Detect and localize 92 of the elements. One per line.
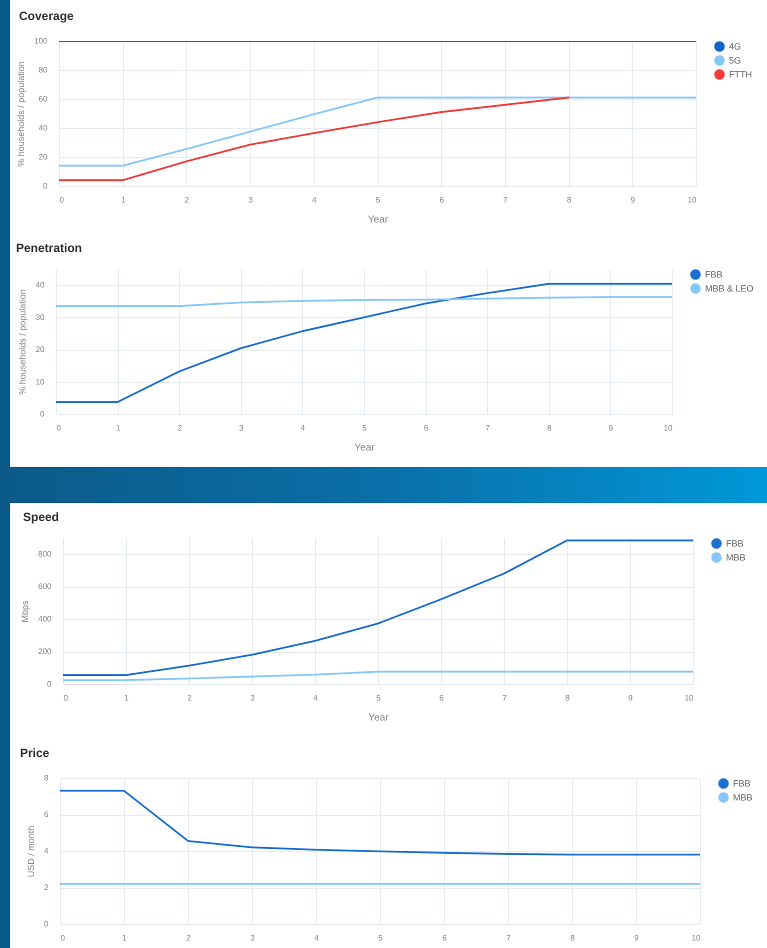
y-tick-label: 400 xyxy=(38,614,52,624)
y-tick-label: 0 xyxy=(40,410,46,418)
legend-label: MBB & LEO xyxy=(705,284,754,294)
y-tick-label: 800 xyxy=(38,550,52,559)
x-axis-title: Year xyxy=(368,712,390,724)
x-tick-label: 10 xyxy=(692,934,702,942)
chart-title: Price xyxy=(20,746,50,760)
legend-label: MBB xyxy=(733,792,753,802)
line-series xyxy=(59,96,696,167)
legend-label: 4G xyxy=(729,42,742,52)
x-tick-label: 7 xyxy=(503,196,508,204)
chart-title: Coverage xyxy=(19,9,74,23)
line-series xyxy=(59,96,570,182)
y-tick-label: 6 xyxy=(44,810,50,819)
y-tick-label: 40 xyxy=(36,280,46,290)
x-tick-label: 2 xyxy=(177,424,182,432)
legend-label: MBB xyxy=(726,552,746,562)
legend-label: FBB xyxy=(726,538,744,548)
y-tick-label: 600 xyxy=(38,582,52,592)
x-tick-label: 10 xyxy=(688,196,698,204)
x-tick-label: 9 xyxy=(628,694,634,702)
x-tick-label: 9 xyxy=(630,196,636,204)
y-tick-label: 4 xyxy=(44,846,50,856)
line-series xyxy=(56,282,672,403)
x-tick-label: 0 xyxy=(60,196,64,204)
x-tick-label: 2 xyxy=(186,934,192,942)
x-tick-label: 6 xyxy=(439,694,444,702)
y-tick-label: 30 xyxy=(36,312,46,322)
x-tick-label: 10 xyxy=(664,424,674,432)
x-axis-title: Year xyxy=(368,214,389,226)
x-tick-label: 7 xyxy=(506,934,512,942)
x-tick-label: 6 xyxy=(442,934,448,942)
x-tick-label: 1 xyxy=(120,196,126,204)
y-tick-label: 200 xyxy=(38,647,52,656)
line-series xyxy=(63,670,693,682)
legend-label: FBB xyxy=(705,270,723,280)
x-tick-label: 6 xyxy=(439,196,444,204)
x-tick-label: 4 xyxy=(312,196,318,204)
x-tick-label: 1 xyxy=(124,694,130,702)
x-tick-label: 2 xyxy=(184,196,190,204)
y-tick-label: 100 xyxy=(34,36,48,46)
y-tick-label: 8 xyxy=(44,774,50,782)
legend-label: FBB xyxy=(733,778,751,788)
x-tick-label: 3 xyxy=(248,196,254,204)
x-tick-label: 5 xyxy=(378,934,384,942)
x-tick-label: 3 xyxy=(250,934,256,942)
x-tick-label: 3 xyxy=(239,424,244,432)
y-tick-label: 20 xyxy=(36,345,46,354)
x-axis-title: Year xyxy=(354,442,376,454)
y-tick-label: 10 xyxy=(36,377,46,386)
y-axis-title: USD / month xyxy=(26,826,36,878)
x-tick-label: 5 xyxy=(376,196,381,204)
x-tick-label: 9 xyxy=(608,424,614,432)
line-series xyxy=(60,790,700,856)
y-tick-label: 20 xyxy=(38,152,48,162)
chart-title: Penetration xyxy=(16,241,82,255)
x-tick-label: 5 xyxy=(376,694,382,702)
line-series xyxy=(63,540,693,676)
x-tick-label: 2 xyxy=(187,694,192,702)
x-tick-label: 0 xyxy=(56,424,62,432)
x-tick-label: 7 xyxy=(485,424,490,432)
x-tick-label: 4 xyxy=(313,694,318,702)
y-axis-title: % households / population xyxy=(18,289,28,395)
x-tick-label: 4 xyxy=(314,934,320,942)
y-tick-label: 40 xyxy=(38,124,48,132)
chart-title: Speed xyxy=(23,510,60,524)
y-tick-label: 60 xyxy=(38,94,48,104)
x-tick-label: 0 xyxy=(64,694,68,702)
x-tick-label: 9 xyxy=(634,934,640,942)
legend-label: 5G xyxy=(729,56,742,66)
x-tick-label: 1 xyxy=(122,934,128,942)
x-tick-label: 10 xyxy=(684,694,694,702)
legend-label: FTTH xyxy=(729,70,752,80)
x-tick-label: 4 xyxy=(300,424,306,432)
y-tick-label: 0 xyxy=(47,680,52,688)
x-tick-label: 8 xyxy=(547,424,552,432)
x-tick-label: 1 xyxy=(116,424,121,432)
y-tick-label: 2 xyxy=(44,883,50,892)
x-tick-label: 8 xyxy=(566,196,572,204)
y-tick-label: 80 xyxy=(38,66,48,74)
x-tick-label: 8 xyxy=(565,694,570,702)
y-tick-label: 0 xyxy=(44,920,50,928)
line-series xyxy=(56,296,672,307)
x-tick-label: 7 xyxy=(502,694,508,702)
y-axis-title: % households / population xyxy=(16,61,26,167)
x-tick-label: 8 xyxy=(570,934,576,942)
x-tick-label: 5 xyxy=(362,424,368,432)
y-tick-label: 0 xyxy=(43,182,48,190)
x-tick-label: 6 xyxy=(424,424,429,432)
y-axis-title: Mbps xyxy=(20,600,30,623)
x-tick-label: 0 xyxy=(60,934,66,942)
x-tick-label: 3 xyxy=(250,694,256,702)
